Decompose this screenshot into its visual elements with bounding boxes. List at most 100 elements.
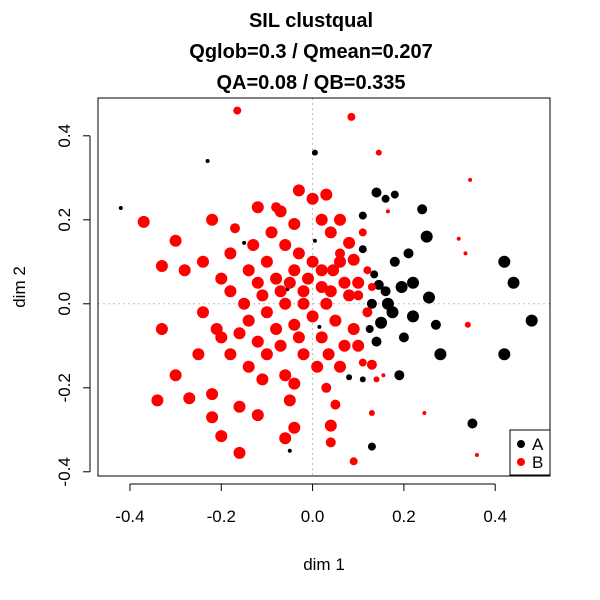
point-b [260, 255, 273, 268]
point-a [346, 374, 353, 381]
point-a [525, 314, 538, 327]
x-tick-label: 0.4 [483, 507, 507, 526]
point-a [375, 316, 388, 329]
point-b [474, 453, 479, 457]
point-a [358, 245, 367, 254]
point-b [251, 409, 264, 422]
x-tick-label: 0.2 [392, 507, 416, 526]
point-b [329, 314, 342, 327]
title-line-3: QA=0.08 / QB=0.335 [216, 72, 405, 94]
point-b [324, 285, 337, 298]
point-b [334, 360, 346, 373]
point-a [423, 291, 435, 304]
legend-label-b: B [532, 453, 543, 472]
point-b [206, 388, 219, 401]
point-b [169, 369, 182, 382]
y-tick-label: -0.2 [55, 373, 74, 402]
point-a [390, 190, 399, 199]
x-tick-label: -0.4 [115, 507, 144, 526]
point-a [242, 240, 247, 245]
point-a [394, 370, 405, 381]
point-a [380, 286, 391, 297]
point-b [260, 306, 273, 319]
point-b [233, 106, 242, 115]
data-points [118, 106, 538, 466]
point-a [118, 206, 123, 210]
point-b [274, 339, 287, 352]
point-b [151, 394, 164, 407]
point-b [324, 419, 337, 432]
point-b [367, 283, 376, 291]
point-b [349, 457, 358, 466]
point-b [352, 339, 365, 352]
point-a [287, 448, 292, 453]
point-b [224, 285, 237, 298]
point-b [256, 373, 269, 386]
point-b [366, 359, 377, 370]
point-a [371, 187, 382, 198]
point-a [407, 310, 419, 323]
point-b [306, 310, 319, 323]
point-b [251, 201, 264, 214]
point-b [256, 289, 269, 302]
point-b [283, 394, 296, 407]
legend: A B [509, 429, 551, 476]
point-b [279, 432, 292, 445]
legend-marker-a [517, 440, 525, 448]
point-a [371, 336, 382, 347]
point-b [242, 314, 255, 327]
point-b [320, 188, 333, 201]
point-b [183, 392, 196, 405]
point-b [306, 255, 319, 268]
point-b [206, 411, 219, 424]
point-b [335, 248, 345, 259]
point-b [155, 260, 168, 272]
point-b [352, 276, 365, 289]
point-a [373, 279, 384, 290]
point-b [334, 213, 346, 226]
point-a [403, 248, 414, 259]
y-tick-label: 0.0 [55, 292, 74, 316]
point-b [279, 369, 292, 382]
plot-area-frame [97, 97, 551, 477]
point-b [242, 360, 255, 373]
x-tick-label: 0.0 [301, 507, 325, 526]
legend-label-a: A [532, 435, 544, 454]
point-a [498, 255, 511, 268]
point-b [242, 264, 255, 277]
point-b [137, 215, 150, 228]
y-tick-label: 0.4 [55, 124, 74, 148]
chart-title: SIL clustqual Qglob=0.3 / Qmean=0.207 QA… [189, 10, 432, 94]
point-b [288, 421, 301, 434]
y-axis-label: dim 2 [10, 266, 29, 308]
point-b [311, 360, 324, 373]
point-b [251, 276, 264, 289]
point-b [322, 348, 335, 361]
point-a [205, 159, 210, 163]
point-a [395, 281, 408, 293]
point-b [327, 264, 340, 277]
point-b [251, 335, 264, 348]
point-b [292, 331, 305, 344]
point-b [358, 228, 367, 237]
point-b [224, 247, 237, 260]
point-b [463, 251, 468, 256]
point-b [385, 209, 390, 214]
y-tick-label: 0.2 [55, 208, 74, 232]
point-b [325, 437, 336, 448]
point-b [233, 327, 246, 340]
point-b [247, 239, 260, 251]
point-b [155, 323, 168, 335]
y-tick-label: -0.4 [55, 457, 74, 486]
point-a [417, 204, 428, 215]
point-b [347, 112, 356, 121]
point-a [311, 149, 318, 156]
point-b [288, 377, 301, 390]
point-b [197, 306, 209, 319]
point-a [498, 348, 511, 361]
point-b [292, 247, 305, 260]
point-b [330, 399, 341, 410]
point-a [317, 324, 322, 329]
point-a [370, 270, 379, 279]
